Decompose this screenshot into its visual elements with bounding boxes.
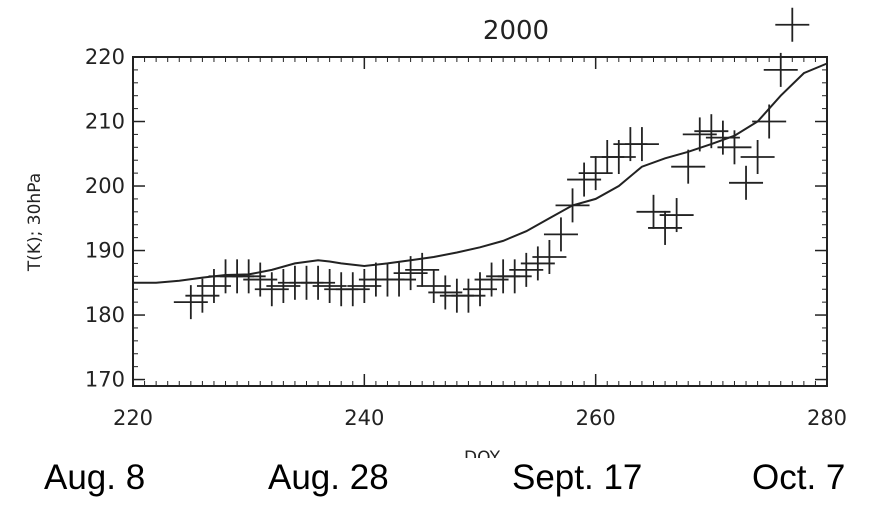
data-point-plus (624, 127, 659, 162)
date-label-aug-8: Aug. 8 (44, 458, 146, 497)
data-point-plus (717, 130, 752, 165)
y-tick-label: 190 (85, 239, 125, 263)
x-tick-label: 260 (576, 406, 616, 430)
x-tick-label: 220 (113, 406, 153, 430)
y-tick-label: 170 (85, 368, 125, 392)
data-point-plus (740, 139, 775, 174)
chart-title: 2000 (483, 16, 549, 46)
plot-frame (132, 56, 828, 387)
series-line (133, 62, 828, 284)
date-label-sept-17: Sept. 17 (512, 458, 643, 497)
y-tick-label: 210 (85, 110, 125, 134)
y-tick-label: 220 (85, 45, 125, 69)
x-tick-label: 240 (344, 406, 384, 430)
data-point-plus (555, 188, 590, 223)
data-point-plus (532, 239, 567, 274)
date-labels-row: Aug. 8 Aug. 28 Sept. 17 Oct. 7 (0, 458, 873, 508)
data-point-plus (543, 217, 578, 252)
data-point-plus (752, 104, 787, 139)
data-point-plus (775, 7, 810, 42)
data-point-plus (729, 165, 764, 200)
y-axis-label: T(K); 30hPa (25, 173, 45, 272)
date-label-oct-7: Oct. 7 (752, 458, 846, 497)
y-tick-label: 180 (85, 303, 125, 327)
data-point-plus (671, 149, 706, 184)
y-tick-label: 200 (85, 174, 125, 198)
date-label-aug-28: Aug. 28 (268, 458, 389, 497)
data-point-plus (763, 52, 798, 87)
x-tick-label: 280 (807, 406, 847, 430)
data-point-plus (659, 198, 694, 233)
x-axis-label: DOY (464, 448, 501, 458)
